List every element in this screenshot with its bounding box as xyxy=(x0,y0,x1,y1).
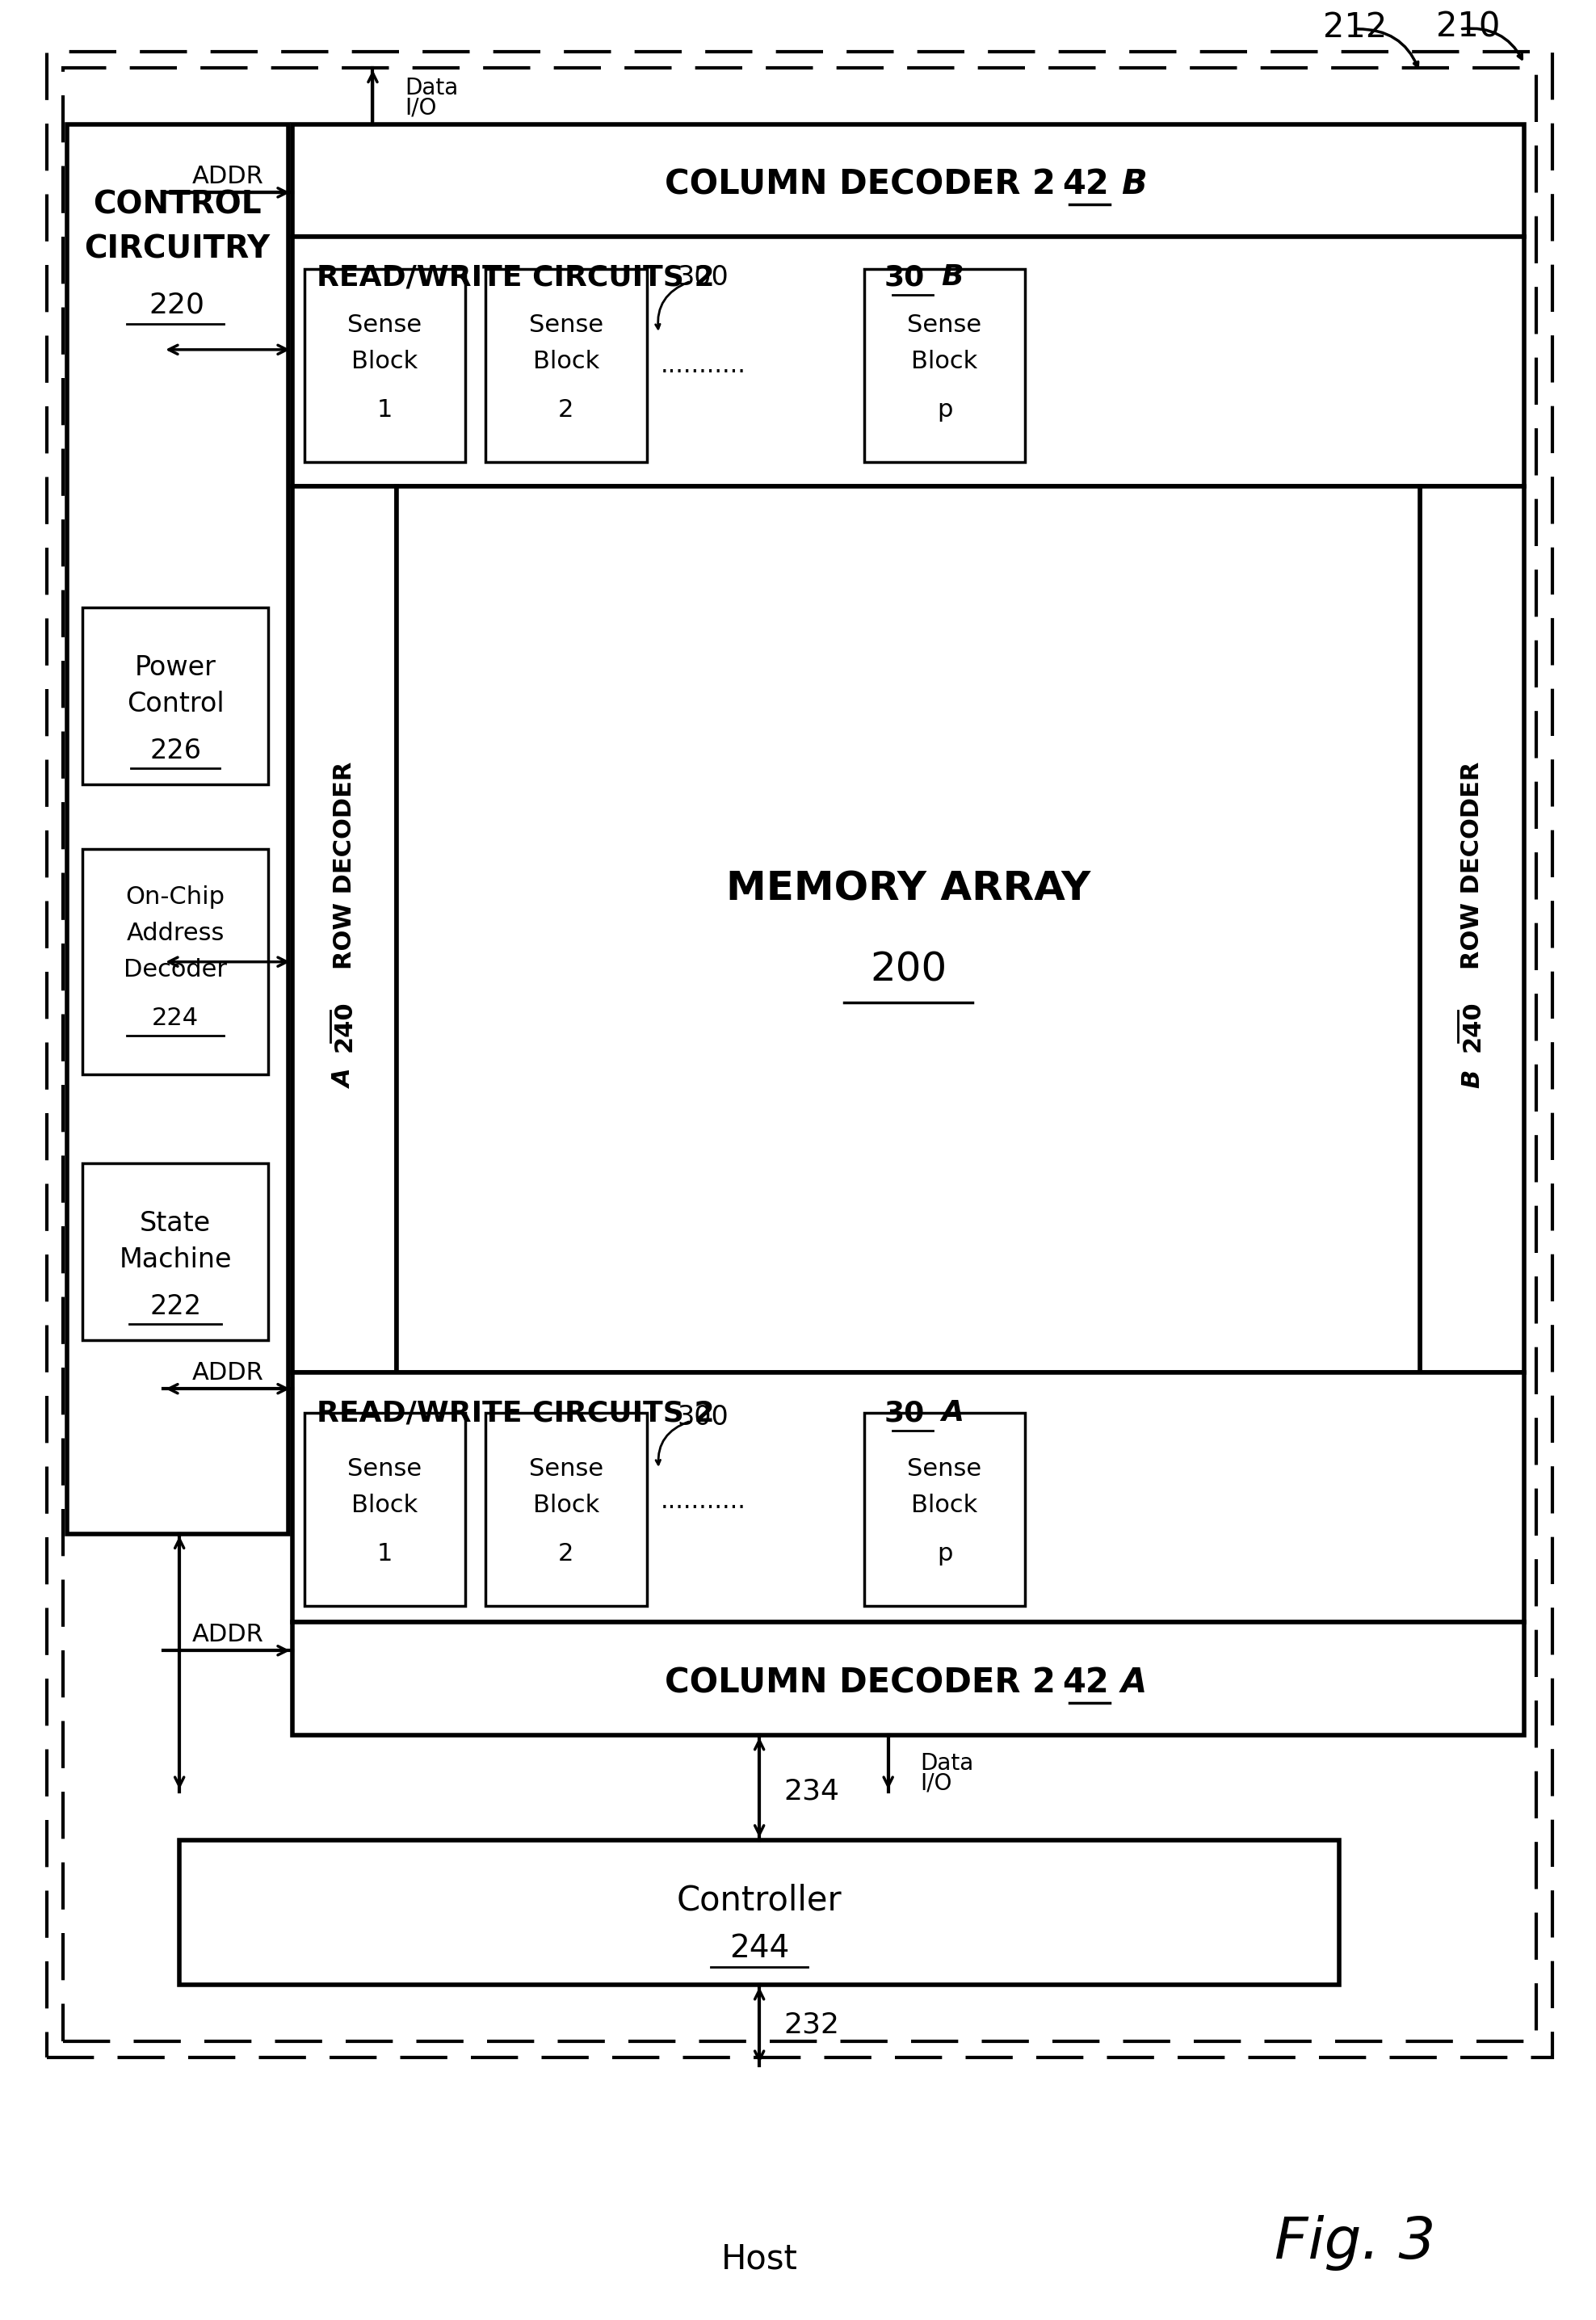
Text: Address: Address xyxy=(126,921,225,944)
Text: CONTROL: CONTROL xyxy=(93,190,262,220)
Bar xyxy=(83,608,268,784)
Text: 226: 226 xyxy=(150,738,201,763)
Bar xyxy=(46,51,1553,2058)
Text: 210: 210 xyxy=(1436,12,1500,44)
Text: ...........: ........... xyxy=(661,1489,745,1513)
Text: Sense: Sense xyxy=(528,1457,603,1480)
Bar xyxy=(485,1413,646,1605)
Text: ADDR: ADDR xyxy=(192,1622,263,1647)
Text: 300: 300 xyxy=(677,1404,729,1431)
Text: Data: Data xyxy=(921,1752,974,1775)
Text: I/O: I/O xyxy=(921,1772,953,1796)
Text: COLUMN DECODER 2: COLUMN DECODER 2 xyxy=(664,1666,1055,1701)
Bar xyxy=(292,487,397,1373)
Bar xyxy=(83,1162,268,1341)
Text: B: B xyxy=(942,264,964,290)
Text: Block: Block xyxy=(533,350,598,374)
Text: Fig. 3: Fig. 3 xyxy=(1275,2216,1436,2271)
Text: ADDR: ADDR xyxy=(192,1362,263,1385)
Text: 224: 224 xyxy=(152,1007,200,1030)
Text: Power: Power xyxy=(134,654,215,682)
Bar xyxy=(292,123,1524,237)
Text: 222: 222 xyxy=(150,1292,201,1320)
Text: 240: 240 xyxy=(334,1000,356,1051)
Text: 1: 1 xyxy=(377,1543,393,1566)
Text: COLUMN DECODER 2: COLUMN DECODER 2 xyxy=(664,167,1055,202)
Text: Block: Block xyxy=(911,350,978,374)
Text: p: p xyxy=(937,1543,953,1566)
Text: 2: 2 xyxy=(559,1543,575,1566)
Text: READ/WRITE CIRCUITS 2: READ/WRITE CIRCUITS 2 xyxy=(316,264,715,290)
Text: State: State xyxy=(140,1211,211,1237)
Text: 30: 30 xyxy=(884,264,924,290)
Text: Block: Block xyxy=(351,1494,418,1517)
Text: 212: 212 xyxy=(1323,12,1387,44)
Text: B: B xyxy=(1460,1070,1484,1088)
Text: 30: 30 xyxy=(884,1399,924,1427)
Bar xyxy=(292,1373,1524,1622)
Text: ROW DECODER: ROW DECODER xyxy=(334,761,356,970)
Text: Data: Data xyxy=(405,77,458,100)
Text: Sense: Sense xyxy=(348,313,421,336)
Text: On-Chip: On-Chip xyxy=(126,886,225,909)
Text: B: B xyxy=(1120,167,1146,202)
Text: Decoder: Decoder xyxy=(124,958,227,981)
Text: Sense: Sense xyxy=(908,1457,982,1480)
Text: ROW DECODER: ROW DECODER xyxy=(1460,761,1484,970)
Text: Host: Host xyxy=(721,2241,798,2276)
Text: Sense: Sense xyxy=(528,313,603,336)
Text: 244: 244 xyxy=(729,1933,790,1965)
Text: 1: 1 xyxy=(377,399,393,422)
Text: Block: Block xyxy=(911,1494,978,1517)
Text: 42: 42 xyxy=(1063,1666,1109,1701)
Text: p: p xyxy=(937,399,953,422)
Bar xyxy=(863,269,1025,462)
Text: 232: 232 xyxy=(784,2011,839,2039)
Bar xyxy=(1420,487,1524,1373)
Text: ...........: ........... xyxy=(661,355,745,378)
Bar xyxy=(305,269,466,462)
Bar xyxy=(67,123,289,1534)
Text: 240: 240 xyxy=(1460,1000,1484,1051)
Bar xyxy=(397,487,1420,1373)
Text: 42: 42 xyxy=(1063,167,1109,202)
Text: A: A xyxy=(334,1070,356,1088)
Text: I/O: I/O xyxy=(405,97,437,118)
Text: A: A xyxy=(1120,1666,1148,1701)
Text: 2: 2 xyxy=(559,399,575,422)
Text: Control: Control xyxy=(126,691,223,717)
Bar xyxy=(179,1840,1339,1986)
Text: 234: 234 xyxy=(784,1777,839,1805)
Text: Sense: Sense xyxy=(348,1457,421,1480)
Text: 220: 220 xyxy=(148,292,204,320)
Bar xyxy=(292,1622,1524,1735)
Text: Block: Block xyxy=(533,1494,598,1517)
Text: A: A xyxy=(942,1399,964,1427)
Text: ADDR: ADDR xyxy=(192,165,263,188)
Text: 200: 200 xyxy=(870,951,946,988)
Bar xyxy=(305,1413,466,1605)
Bar xyxy=(485,269,646,462)
Bar xyxy=(863,1413,1025,1605)
Text: CIRCUITRY: CIRCUITRY xyxy=(85,234,270,264)
Text: Controller: Controller xyxy=(677,1884,843,1916)
Bar xyxy=(292,237,1524,487)
Text: READ/WRITE CIRCUITS 2: READ/WRITE CIRCUITS 2 xyxy=(316,1399,715,1427)
Text: MEMORY ARRAY: MEMORY ARRAY xyxy=(726,870,1090,909)
Bar xyxy=(62,67,1537,2042)
Text: Sense: Sense xyxy=(908,313,982,336)
Text: Machine: Machine xyxy=(120,1246,231,1274)
Text: Block: Block xyxy=(351,350,418,374)
Text: 300: 300 xyxy=(677,264,729,290)
Bar xyxy=(83,849,268,1074)
